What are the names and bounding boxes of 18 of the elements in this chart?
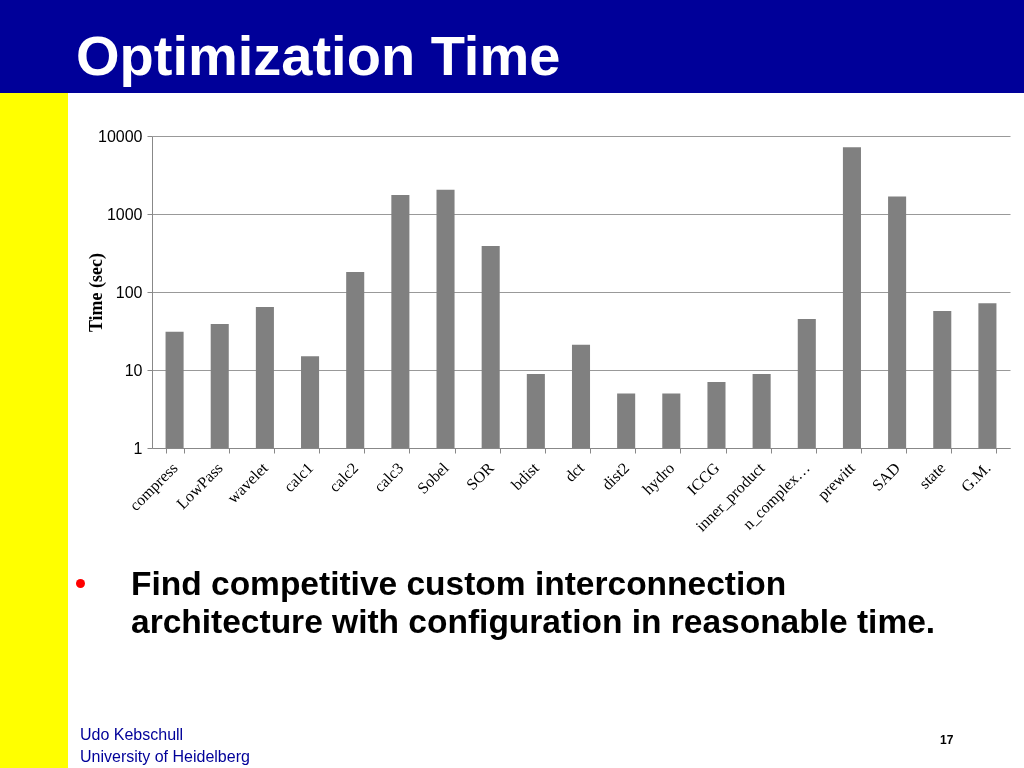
x-tick-label: SOR	[462, 458, 498, 494]
text: Find competitive custom interconnection architecture with configuration in reasonable time.	[131, 565, 937, 641]
text: Udo Kebschull	[80, 725, 184, 745]
y-tick-label: 1	[133, 439, 143, 457]
y-tick-label: 100	[115, 283, 143, 301]
x-tick-label: G.M.	[957, 459, 994, 496]
y-tick-label: 1000	[106, 205, 143, 223]
y-tick-label: 10	[124, 361, 143, 379]
x-tick-label: state	[915, 459, 949, 492]
text: 17	[940, 732, 954, 748]
chart-title: Optimization Time	[76, 24, 561, 87]
x-tick-label: dct	[561, 458, 588, 485]
text: University of Heidelberg	[80, 747, 250, 767]
x-tick-label: dist2	[598, 459, 633, 494]
y-axis-title: Time (sec)	[86, 252, 108, 333]
x-tick-label: SAD	[868, 459, 904, 494]
y-tick-label: 10000	[98, 127, 143, 145]
x-tick-label: bdist	[507, 458, 543, 494]
